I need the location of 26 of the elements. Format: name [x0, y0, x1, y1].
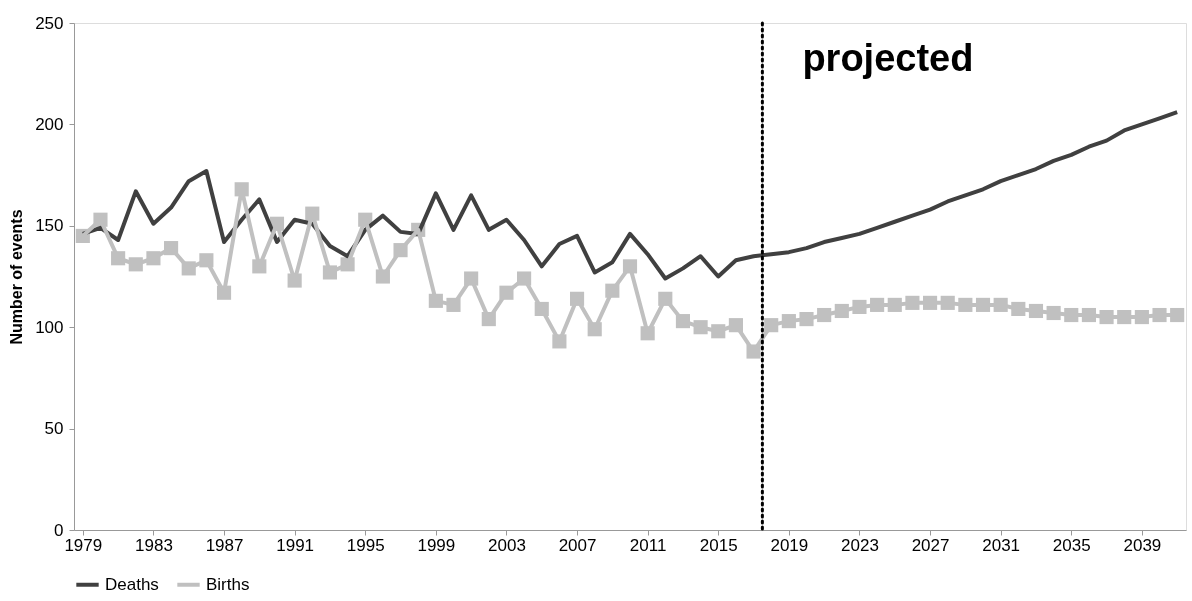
y-axis-title: Number of events — [8, 209, 26, 345]
x-tick-label: 1987 — [205, 535, 244, 555]
x-tick-label: 1999 — [417, 535, 456, 555]
y-tick-label: 200 — [35, 114, 64, 134]
x-tick-label: 2015 — [699, 535, 738, 555]
x-tick-label: 2003 — [488, 535, 526, 555]
x-tick-label: 1979 — [64, 535, 103, 555]
y-tick-label: 150 — [35, 216, 64, 236]
x-tick-label: 2007 — [558, 535, 597, 555]
x-tick-label: 2031 — [982, 535, 1021, 555]
y-tick-label: 250 — [35, 13, 64, 33]
y-tick-label: 0 — [54, 520, 64, 540]
legend-label: Deaths — [105, 574, 159, 594]
x-tick-label: 1983 — [135, 535, 173, 555]
x-tick-label: 2023 — [841, 535, 879, 555]
x-tick-label: 1991 — [276, 535, 315, 555]
x-tick-label: 2035 — [1052, 535, 1091, 555]
x-tick-label: 2039 — [1123, 535, 1162, 555]
annotation: projected — [802, 37, 974, 79]
y-tick-label: 100 — [35, 317, 64, 337]
x-tick-label: 2027 — [911, 535, 950, 555]
x-tick-label: 1995 — [346, 535, 385, 555]
x-tick-label: 2019 — [770, 535, 809, 555]
y-tick-label: 50 — [44, 419, 64, 439]
x-tick-label: 2011 — [629, 535, 667, 555]
legend-label: Births — [206, 574, 250, 594]
